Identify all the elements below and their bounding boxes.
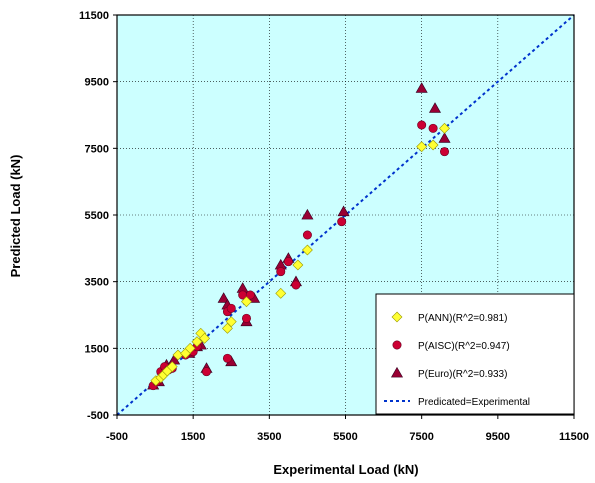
circle-point <box>440 147 450 157</box>
circle-point <box>291 280 301 290</box>
circle-point <box>201 367 211 377</box>
diamond-point <box>225 316 237 328</box>
diamond-point <box>222 322 233 334</box>
x-tick-label: 11500 <box>559 431 589 443</box>
legend: P(ANN)(R^2=0.981) P(AISC)(R^2=0.947) P(Eur… <box>375 293 575 415</box>
diamond-point <box>439 122 450 134</box>
circle-point <box>241 313 251 323</box>
triangle-point <box>428 102 442 113</box>
x-tick-label: 3500 <box>257 431 281 443</box>
diamond-point <box>191 336 203 348</box>
x-axis-ticks: -500 1500 3500 5500 7500 9500 11500 <box>106 415 589 443</box>
x-tick-label: -500 <box>106 431 128 443</box>
legend-item: P(ANN)(R^2=0.981) <box>391 311 507 324</box>
diamond-point <box>416 141 428 153</box>
legend-item: P(AISC)(R^2=0.947) <box>392 340 510 352</box>
y-tick-label: 7500 <box>85 143 109 155</box>
legend-label: P(Euro)(R^2=0.933) <box>418 369 507 380</box>
circle-point <box>417 120 427 130</box>
y-axis-ticks: -500 1500 3500 5500 7500 9500 11500 <box>79 10 117 422</box>
diamond-point <box>241 296 252 308</box>
legend-diamond-icon <box>391 311 403 323</box>
legend-circle-icon <box>392 340 402 350</box>
circle-point <box>428 123 438 133</box>
y-tick-label: -500 <box>87 410 109 422</box>
y-tick-label: 1500 <box>85 343 109 355</box>
legend-item: Predicated=Experimental <box>384 397 530 408</box>
y-tick-label: 9500 <box>85 77 109 89</box>
y-axis-label: Predicted Load (kN) <box>8 155 23 278</box>
diamond-point <box>199 332 211 344</box>
legend-label: P(ANN)(R^2=0.981) <box>418 313 507 324</box>
legend-label: Predicated=Experimental <box>418 397 530 408</box>
y-tick-label: 5500 <box>85 210 109 222</box>
circle-point <box>283 257 293 267</box>
triangle-point <box>337 205 350 217</box>
triangle-point <box>438 132 451 143</box>
diamond-point <box>427 139 439 151</box>
legend-triangle-icon <box>390 366 404 378</box>
x-tick-label: 7500 <box>409 431 433 443</box>
circle-point <box>245 290 255 300</box>
diamond-point <box>275 287 287 299</box>
y-tick-label: 3500 <box>85 277 109 289</box>
y-tick-label: 11500 <box>79 10 109 22</box>
circle-point <box>222 353 232 363</box>
diamond-point <box>184 342 196 354</box>
diamond-point <box>301 244 313 256</box>
x-axis-label: Experimental Load (kN) <box>273 462 418 477</box>
circle-point <box>337 217 347 227</box>
circle-point <box>302 230 312 240</box>
series-diamond <box>150 122 450 387</box>
legend-box <box>375 293 575 415</box>
x-tick-label: 1500 <box>181 431 205 443</box>
x-tick-label: 9500 <box>486 431 510 443</box>
circle-point <box>276 267 286 277</box>
triangle-point <box>301 208 314 220</box>
diamond-point <box>292 259 304 271</box>
diamond-point <box>166 361 178 373</box>
reference-line <box>116 14 575 416</box>
circle-point <box>226 303 236 313</box>
legend-label: P(AISC)(R^2=0.947) <box>418 341 510 352</box>
legend-item: P(Euro)(R^2=0.933) <box>390 366 507 380</box>
triangle-point <box>217 292 230 303</box>
triangle-point <box>415 82 428 93</box>
x-tick-label: 5500 <box>333 431 357 443</box>
